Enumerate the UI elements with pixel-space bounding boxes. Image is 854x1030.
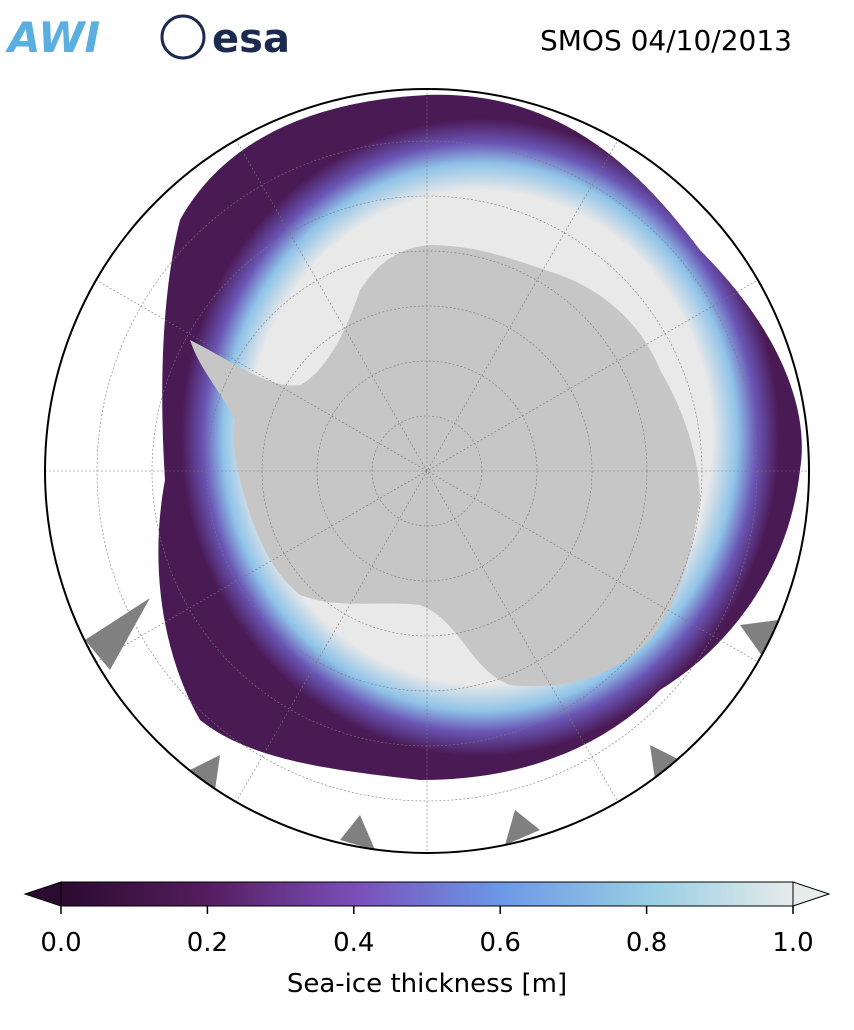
awi-logo: AWI — [5, 13, 100, 62]
colorbar-bar — [60, 881, 794, 907]
tick-label: 0.0 — [40, 928, 81, 958]
map — [45, 89, 809, 853]
colorbar-extend-low — [23, 881, 62, 907]
tick-label: 1.0 — [772, 928, 813, 958]
esa-logo-mark — [160, 14, 206, 60]
map-frame — [44, 88, 810, 854]
tick-label: 0.8 — [626, 928, 667, 958]
title: SMOS 04/10/2013 — [540, 24, 792, 57]
tick-label: 0.4 — [333, 928, 374, 958]
colorbar — [23, 881, 831, 907]
tick-label: 0.2 — [187, 928, 228, 958]
tick-label: 0.6 — [480, 928, 521, 958]
colorbar-label: Sea-ice thickness [m] — [287, 969, 567, 999]
logos: AWI esa — [5, 13, 290, 62]
colorbar-extend-high — [792, 881, 831, 907]
antarctica — [190, 245, 700, 687]
land-patches — [85, 598, 778, 850]
esa-logo: esa — [212, 16, 290, 62]
graticule — [45, 89, 809, 853]
